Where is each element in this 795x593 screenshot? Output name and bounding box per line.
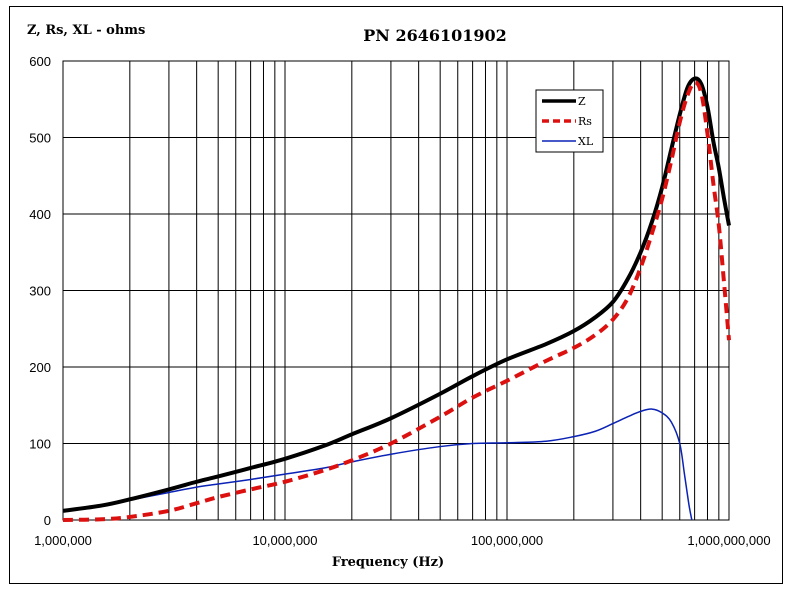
grid-layer — [62, 60, 729, 521]
legend-label-rs: Rs — [578, 115, 592, 128]
series-line-z — [62, 76, 731, 513]
y-tick-label: 100 — [29, 437, 51, 452]
y-tick-label: 600 — [29, 54, 51, 69]
plot-area-border — [62, 60, 730, 521]
chart-title: PN 2646101902 — [363, 26, 507, 45]
x-tick-label: 10,000,000 — [252, 533, 317, 548]
legend-label-xl: XL — [578, 135, 594, 148]
y-tick-label: 200 — [29, 360, 51, 375]
y-tick-label: 500 — [29, 131, 51, 146]
series-layer — [62, 76, 731, 522]
x-tick-label: 100,000,000 — [471, 533, 543, 548]
x-axis-label: Frequency (Hz) — [332, 555, 444, 570]
tick-layer: 0 100 200 300 400 500 600 1,000,000 10,000,000 10… — [29, 54, 770, 548]
legend: Z Rs XL — [535, 89, 604, 153]
y-axis-label: Z, Rs, XL - ohms — [27, 23, 145, 38]
legend-label-z: Z — [578, 95, 586, 108]
series-line-xl — [62, 408, 693, 521]
x-tick-label: 1,000,000,000 — [687, 533, 770, 548]
series-line-rs — [62, 80, 731, 522]
x-tick-label: 1,000,000 — [34, 533, 92, 548]
y-tick-label: 0 — [44, 513, 51, 528]
y-tick-label: 400 — [29, 207, 51, 222]
chart-frame — [9, 6, 783, 584]
y-tick-label: 300 — [29, 284, 51, 299]
